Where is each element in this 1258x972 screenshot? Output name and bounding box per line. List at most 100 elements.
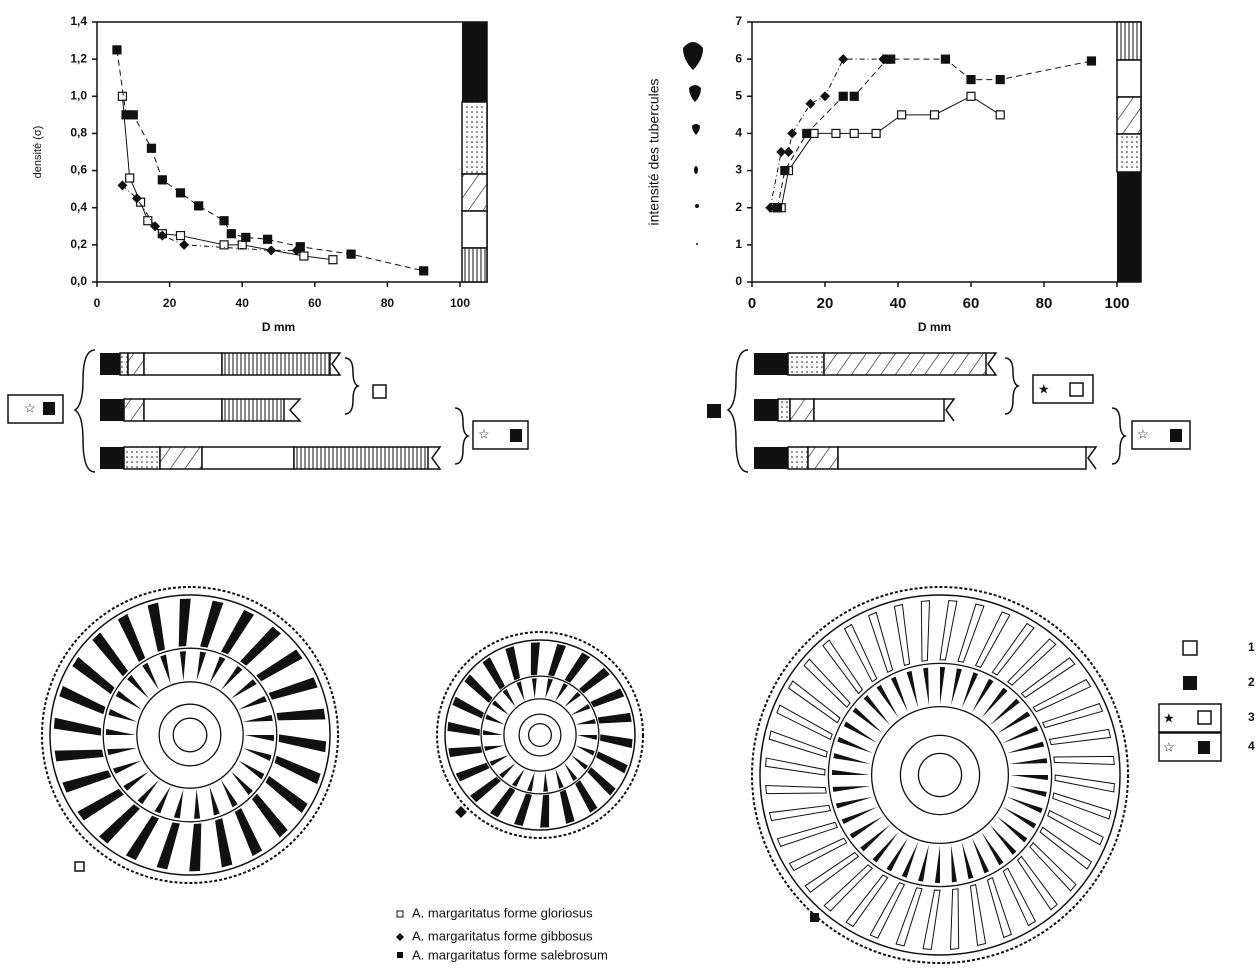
rib <box>1048 728 1112 746</box>
whorl <box>172 717 208 753</box>
rib <box>265 775 308 814</box>
rib <box>579 667 610 694</box>
rib <box>230 771 253 796</box>
whorl <box>827 662 1053 888</box>
rib <box>194 789 201 819</box>
point <box>346 249 356 259</box>
rib <box>575 718 596 725</box>
point <box>886 54 896 64</box>
rib <box>765 757 826 776</box>
rib <box>969 883 987 947</box>
y-tick-label: 0,4 <box>70 200 87 214</box>
point <box>117 91 128 101</box>
ammonite-marker <box>455 806 467 818</box>
rib <box>230 679 257 699</box>
rib <box>841 806 878 825</box>
rib <box>1010 775 1048 781</box>
point <box>966 91 976 101</box>
y-tick-label: 7 <box>735 14 742 28</box>
rib <box>1006 638 1057 686</box>
whorl <box>102 647 278 823</box>
point <box>219 240 229 250</box>
svg-text:★: ★ <box>1038 381 1050 396</box>
legend-entry: A. margaritatus forme gloriosus <box>412 905 593 920</box>
x-tick-label: 40 <box>890 295 907 312</box>
rib <box>543 771 549 792</box>
rib <box>215 818 233 868</box>
rib <box>901 841 919 878</box>
shell-outline <box>41 586 339 884</box>
rib <box>996 816 1028 843</box>
rib <box>107 748 137 756</box>
point <box>219 216 229 226</box>
point <box>263 234 273 244</box>
point <box>117 180 128 191</box>
rib <box>1006 796 1043 814</box>
trend-line <box>116 49 424 272</box>
rib <box>142 662 159 691</box>
rib <box>452 696 484 719</box>
point <box>802 128 812 139</box>
rib <box>209 786 220 816</box>
point <box>820 91 830 102</box>
y-tick-label: 3 <box>735 163 742 177</box>
rib <box>489 787 516 818</box>
rib <box>1032 678 1092 713</box>
x-tick-label: 20 <box>817 295 834 312</box>
rib <box>989 698 1020 726</box>
rib <box>845 874 889 928</box>
x-axis-label: D mm <box>262 320 295 334</box>
x-tick-label: 100 <box>450 296 470 310</box>
rib <box>895 887 923 947</box>
rib <box>918 844 930 882</box>
rib <box>196 651 207 681</box>
point <box>871 128 881 139</box>
rib <box>971 837 990 874</box>
point <box>897 110 907 120</box>
rib <box>221 779 238 808</box>
rib <box>991 622 1035 676</box>
y-tick-label: 0,8 <box>70 126 87 140</box>
rib <box>545 678 553 699</box>
y-tick-label: 6 <box>735 51 742 65</box>
rib <box>803 658 851 709</box>
rib <box>1047 809 1104 846</box>
trend-line <box>773 95 1001 209</box>
rib <box>243 748 272 761</box>
rib <box>1006 741 1045 754</box>
rib <box>765 784 827 795</box>
point <box>940 54 951 64</box>
rib <box>590 688 625 708</box>
rib <box>527 771 535 792</box>
rib <box>804 851 860 893</box>
rib <box>1020 657 1076 699</box>
rib <box>160 654 171 684</box>
whorl <box>870 705 1010 845</box>
rib <box>234 808 263 857</box>
rib <box>575 780 598 813</box>
rib <box>240 626 281 666</box>
y-tick-label: 0,2 <box>70 237 87 251</box>
rib <box>209 656 226 684</box>
svg-text:☆: ☆ <box>478 426 490 441</box>
rib <box>221 665 243 691</box>
rib <box>62 770 112 793</box>
whorl <box>503 698 577 772</box>
rib <box>835 796 874 809</box>
rib <box>238 760 265 780</box>
rib <box>1009 785 1047 797</box>
point <box>838 91 848 101</box>
x-axis-label: D mm <box>918 320 951 334</box>
rib <box>189 823 202 872</box>
rib <box>961 672 979 709</box>
rib <box>448 746 483 758</box>
point <box>849 128 859 139</box>
point <box>776 147 787 157</box>
rib <box>981 687 1008 719</box>
rib <box>1002 725 1039 744</box>
point <box>175 230 186 241</box>
key-label: 2 <box>1248 675 1255 689</box>
rib <box>890 676 909 713</box>
